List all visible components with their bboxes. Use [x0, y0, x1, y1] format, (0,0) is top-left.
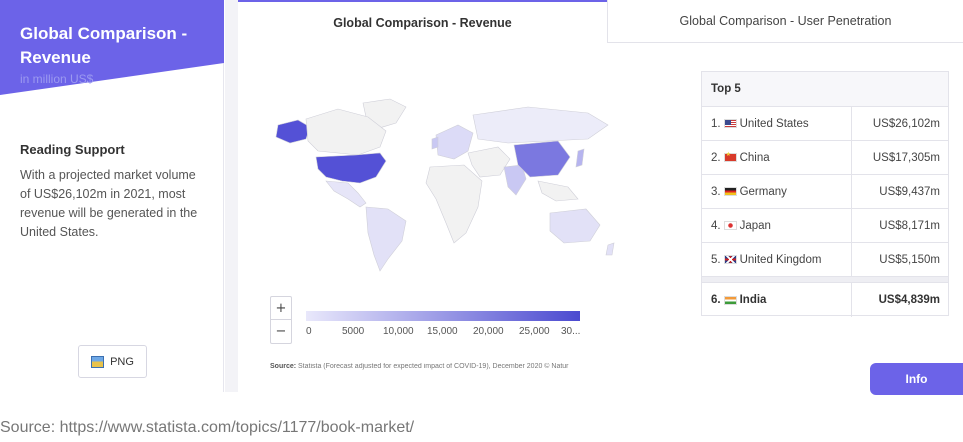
japan-flag-icon: [723, 221, 737, 230]
tab-user-penetration[interactable]: Global Comparison - User Penetration: [607, 0, 963, 43]
table-row: 3. Germany US$9,437m: [702, 175, 948, 209]
map-alaska: [275, 119, 311, 144]
map-canada: [305, 108, 387, 156]
top5-header: Top 5: [702, 72, 948, 107]
row-rank: 3.: [711, 185, 721, 198]
map-southeast-asia: [537, 180, 579, 202]
row-country: Germany: [739, 185, 787, 198]
row-rank: 1.: [711, 117, 721, 130]
table-row-highlight: 6. India US$4,839m: [702, 283, 948, 317]
map-source: Source: Statista (Forecast adjusted for …: [270, 363, 630, 370]
zoom-in-button[interactable]: +: [271, 297, 291, 320]
map-south-america: [365, 206, 407, 272]
row-rank: 5.: [711, 253, 721, 266]
china-flag-icon: [723, 151, 737, 162]
row-country: China: [739, 151, 770, 164]
reading-support-text: With a projected market volume of US$26,…: [20, 168, 198, 239]
map-middle-east: [467, 146, 511, 178]
row-country: Japan: [739, 219, 771, 232]
row-rank: 6.: [711, 294, 721, 306]
table-separator: [702, 277, 948, 283]
table-row: 1. United States US$26,102m: [702, 107, 948, 141]
tab-user-penetration-label: Global Comparison - User Penetration: [679, 14, 892, 28]
legend-tick: 5000: [342, 326, 365, 337]
row-country: United Kingdom: [739, 253, 822, 266]
legend-tick: 15,000: [427, 326, 458, 337]
row-country: India: [739, 294, 767, 306]
row-value: US$5,150m: [879, 253, 940, 266]
page-title: Global Comparison - Revenue: [20, 24, 188, 67]
map-africa: [425, 164, 483, 244]
row-rank: 4.: [711, 219, 721, 232]
row-value: US$26,102m: [872, 117, 940, 130]
map-japan: [575, 148, 585, 168]
row-value: US$4,839m: [878, 294, 940, 306]
map-source-text: Statista (Forecast adjusted for expected…: [298, 363, 569, 370]
top5-table: Top 5 1. United States US$26,102m 2. Chi…: [701, 71, 949, 317]
map-china: [513, 140, 571, 178]
info-button[interactable]: Info: [870, 363, 963, 395]
legend-tick: 30...: [561, 326, 581, 337]
legend-tick: 0: [306, 326, 312, 337]
tab-revenue-label: Global Comparison - Revenue: [333, 15, 512, 30]
png-button-label: PNG: [110, 355, 134, 368]
table-row: 5. United Kingdom US$5,150m: [702, 243, 948, 277]
reading-support-title: Reading Support: [20, 142, 125, 157]
banner-background: [0, 0, 224, 95]
panel-divider: [225, 0, 238, 392]
table-row: 4. Japan US$8,171m: [702, 209, 948, 243]
color-legend-ticks: 0 5000 10,000 15,000 20,000 25,000 30...: [306, 326, 596, 340]
map-uk: [431, 136, 439, 150]
row-value: US$8,171m: [879, 219, 940, 232]
legend-tick: 25,000: [519, 326, 550, 337]
row-value: US$17,305m: [872, 151, 940, 164]
zoom-out-button[interactable]: −: [275, 324, 287, 339]
map-russia: [472, 106, 609, 144]
germany-flag-icon: [723, 187, 737, 196]
map-new-zealand: [605, 242, 615, 256]
map-mexico: [325, 180, 367, 208]
sidebar-banner: Global Comparison - Revenue in million U…: [0, 0, 224, 120]
map-source-label: Source:: [270, 363, 297, 370]
row-country: United States: [739, 117, 809, 130]
us-flag-icon: [723, 119, 737, 128]
uk-flag-icon: [723, 255, 737, 264]
map-usa: [315, 152, 387, 184]
image-caption: Source: https://www.statista.com/topics/…: [0, 419, 415, 436]
world-map[interactable]: [268, 95, 618, 275]
png-download-button[interactable]: PNG: [78, 345, 147, 378]
row-value: US$9,437m: [879, 185, 940, 198]
tab-revenue[interactable]: Global Comparison - Revenue: [238, 0, 607, 43]
map-europe: [435, 124, 474, 160]
zoom-control: + −: [270, 296, 292, 344]
color-legend-bar: [306, 311, 580, 321]
map-australia: [549, 208, 601, 244]
image-icon: [91, 355, 105, 368]
india-flag-icon: [723, 295, 737, 305]
sidebar: Global Comparison - Revenue in million U…: [0, 0, 224, 392]
page-subtitle: in million US$: [20, 72, 94, 86]
legend-tick: 20,000: [473, 326, 504, 337]
row-rank: 2.: [711, 151, 721, 164]
table-row: 2. China US$17,305m: [702, 141, 948, 175]
legend-tick: 10,000: [383, 326, 414, 337]
